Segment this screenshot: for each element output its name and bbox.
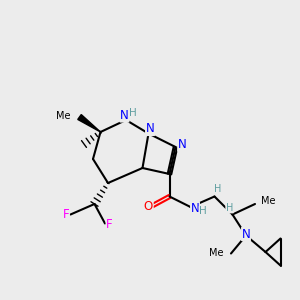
Text: Me: Me [261,196,275,206]
Text: Me: Me [56,110,70,121]
Text: H: H [226,203,233,213]
Text: F: F [106,218,113,232]
Text: H: H [129,107,136,118]
Text: N: N [146,122,154,136]
Text: H: H [214,184,221,194]
Text: N: N [178,138,187,151]
Text: N: N [120,109,129,122]
Text: Me: Me [209,248,224,259]
Text: N: N [242,227,250,241]
Text: H: H [199,206,207,217]
Text: O: O [144,200,153,214]
Polygon shape [78,115,100,132]
Text: F: F [63,208,69,221]
Text: N: N [190,202,200,215]
